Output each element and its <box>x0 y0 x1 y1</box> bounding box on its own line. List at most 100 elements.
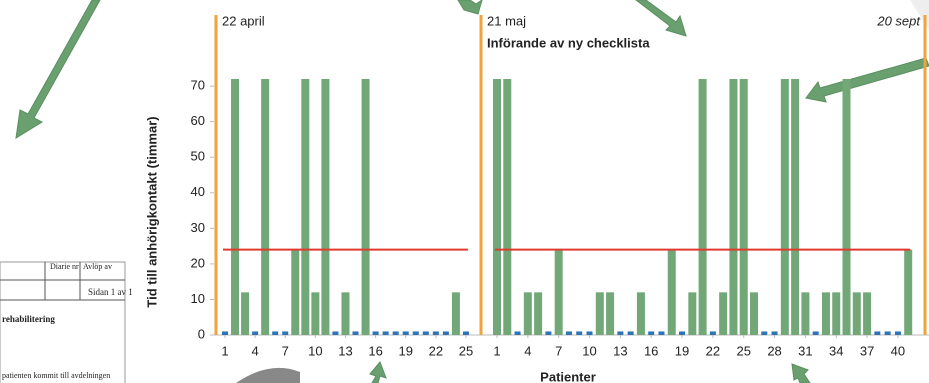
x-tick-label: 22 <box>429 343 443 358</box>
x-tick-label: 37 <box>860 343 874 358</box>
bar <box>710 331 716 335</box>
y-tick-label: 0 <box>198 326 205 341</box>
x-axis-label: Patienter <box>540 369 596 383</box>
arrow <box>636 0 686 36</box>
bar <box>761 331 767 335</box>
bar <box>423 331 429 335</box>
x-tick-label: 1 <box>221 343 228 358</box>
bar <box>729 79 737 335</box>
y-tick-label: 60 <box>191 113 205 128</box>
bar <box>362 79 370 335</box>
screenshot: Diarie nr Avlöp av Sidan 1 av 1 rehabili… <box>0 0 929 383</box>
x-tick-label: 40 <box>891 343 905 358</box>
period-date: 22 april <box>222 13 265 28</box>
bar <box>750 292 758 335</box>
bar <box>353 331 359 335</box>
bar <box>515 331 521 335</box>
bar <box>503 79 511 335</box>
bar <box>822 292 830 335</box>
x-tick-label: 13 <box>338 343 352 358</box>
bar <box>832 292 840 335</box>
x-tick-label: 7 <box>555 343 562 358</box>
bar <box>885 331 891 335</box>
bar <box>813 331 819 335</box>
arrow <box>458 0 482 14</box>
bar <box>272 331 278 335</box>
bar <box>452 292 460 335</box>
bar <box>393 331 399 335</box>
doc-line: patienten kommit till avdelningen <box>2 371 110 380</box>
bar <box>433 331 439 335</box>
bar <box>874 331 880 335</box>
bar <box>373 331 379 335</box>
bar <box>740 79 748 335</box>
bar <box>791 79 799 335</box>
bar <box>566 331 572 335</box>
x-tick-label: 13 <box>613 343 627 358</box>
bar <box>587 331 593 335</box>
bar <box>443 331 449 335</box>
bar <box>493 79 501 335</box>
bar <box>843 79 851 335</box>
arrow <box>370 362 386 383</box>
bar <box>231 79 239 335</box>
bar <box>403 331 409 335</box>
x-tick-label: 19 <box>675 343 689 358</box>
bar <box>383 331 389 335</box>
bar <box>668 250 676 335</box>
bar <box>617 331 623 335</box>
bar <box>463 331 469 335</box>
bar <box>658 331 664 335</box>
bar <box>719 292 727 335</box>
bar <box>863 292 871 335</box>
bar <box>576 331 582 335</box>
bar <box>413 331 419 335</box>
bar <box>688 292 696 335</box>
period-date: 21 maj <box>487 13 526 28</box>
bar <box>555 250 563 335</box>
bar <box>679 331 685 335</box>
bar <box>311 292 319 335</box>
x-tick-label: 10 <box>582 343 596 358</box>
x-tick-label: 22 <box>706 343 720 358</box>
bar <box>772 331 778 335</box>
bar <box>596 292 604 335</box>
x-tick-label: 31 <box>798 343 812 358</box>
x-tick-label: 28 <box>767 343 781 358</box>
bar <box>321 79 329 335</box>
bar <box>252 331 258 335</box>
x-tick-label: 4 <box>252 343 259 358</box>
bar <box>545 331 551 335</box>
annotation: Införande av ny checklista <box>487 35 650 50</box>
bar <box>241 292 249 335</box>
x-tick-label: 4 <box>524 343 531 358</box>
arrow <box>16 0 100 138</box>
x-tick-label: 19 <box>398 343 412 358</box>
bar <box>637 292 645 335</box>
y-tick-label: 50 <box>191 149 205 164</box>
y-axis-label: Tid till anhörigkontakt (timmar) <box>144 116 159 307</box>
bar <box>801 292 809 335</box>
bar <box>261 79 269 335</box>
bar <box>534 292 542 335</box>
doc-title: rehabilitering <box>2 314 55 324</box>
x-tick-label: 10 <box>308 343 322 358</box>
document-fragment: Diarie nr Avlöp av Sidan 1 av 1 rehabili… <box>0 262 133 383</box>
period-date: 20 sept <box>876 13 921 28</box>
x-tick-label: 1 <box>493 343 500 358</box>
bar <box>341 292 349 335</box>
bar <box>222 331 228 335</box>
bar <box>606 292 614 335</box>
y-tick-label: 20 <box>191 255 205 270</box>
decor-shape <box>236 368 300 383</box>
bar <box>648 331 654 335</box>
bar <box>699 79 707 335</box>
doc-header: Diarie nr <box>50 262 79 271</box>
x-tick-label: 25 <box>459 343 473 358</box>
arrow <box>806 58 929 102</box>
bar <box>301 79 309 335</box>
y-tick-label: 10 <box>191 291 205 306</box>
y-tick-label: 40 <box>191 184 205 199</box>
y-tick-label: 70 <box>191 78 205 93</box>
x-tick-label: 16 <box>644 343 658 358</box>
